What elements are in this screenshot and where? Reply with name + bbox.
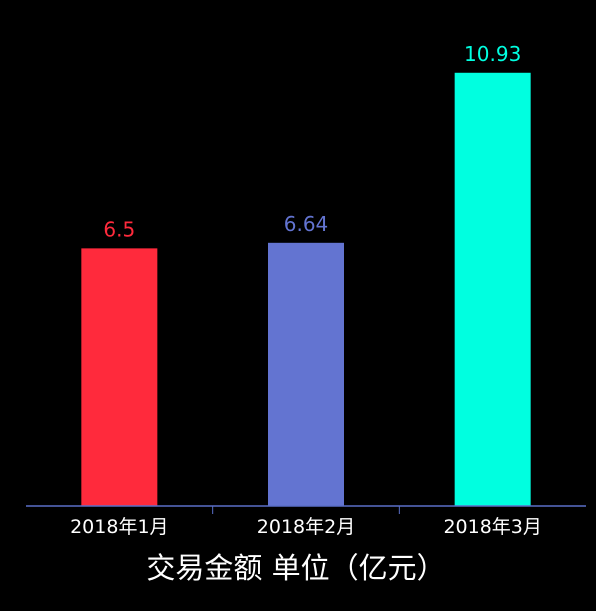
value-labels-layer: 6.5 6.64 10.93 bbox=[103, 42, 521, 242]
bar-2 bbox=[268, 242, 344, 506]
value-label-3: 10.93 bbox=[464, 42, 521, 66]
bar-1 bbox=[81, 248, 158, 506]
value-label-1: 6.5 bbox=[103, 217, 135, 241]
bar-3 bbox=[454, 72, 531, 507]
value-label-2: 6.64 bbox=[284, 212, 329, 236]
x-tick-label-3: 2018年3月 bbox=[443, 516, 541, 538]
x-axis-tick-labels: 2018年1月 2018年2月 2018年3月 bbox=[70, 516, 542, 538]
x-tick-label-1: 2018年1月 bbox=[70, 516, 168, 538]
chart-title: 交易金额 单位（亿元） bbox=[146, 551, 445, 585]
x-axis-ticks bbox=[212, 506, 400, 514]
x-tick-label-2: 2018年2月 bbox=[257, 516, 355, 538]
bars-layer bbox=[81, 72, 531, 507]
